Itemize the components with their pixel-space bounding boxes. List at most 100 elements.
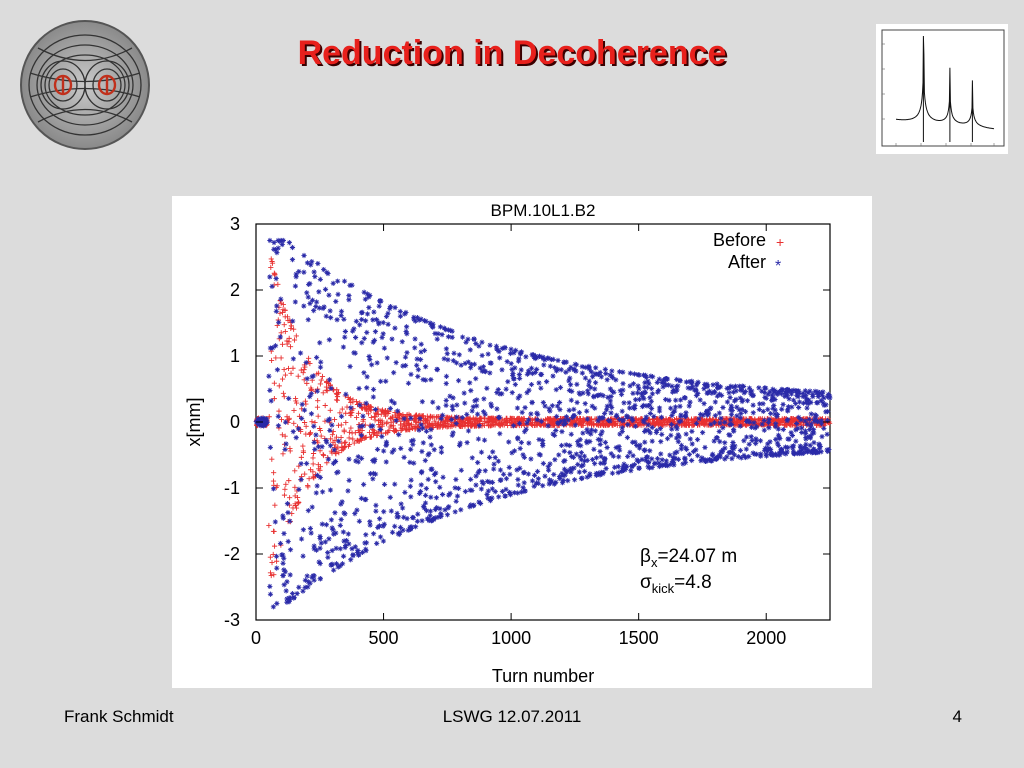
after-point bbox=[599, 429, 605, 435]
before-point bbox=[346, 429, 353, 435]
before-point bbox=[314, 404, 321, 410]
after-point bbox=[606, 417, 612, 423]
after-point bbox=[771, 389, 777, 395]
after-point bbox=[381, 345, 388, 351]
after-point bbox=[434, 366, 440, 372]
after-point bbox=[528, 411, 534, 417]
after-point bbox=[649, 464, 655, 471]
after-point bbox=[672, 404, 679, 410]
after-point bbox=[639, 394, 646, 400]
after-point bbox=[592, 371, 598, 377]
before-point bbox=[353, 414, 360, 421]
after-point bbox=[314, 483, 320, 489]
after-point bbox=[275, 423, 282, 429]
after-point bbox=[536, 436, 542, 443]
after-point bbox=[292, 299, 298, 305]
after-point bbox=[431, 447, 437, 453]
after-point bbox=[659, 457, 665, 463]
before-point bbox=[388, 415, 394, 421]
after-point bbox=[535, 411, 541, 417]
after-point bbox=[389, 529, 396, 535]
after-point bbox=[538, 371, 545, 378]
after-point bbox=[456, 442, 463, 448]
after-point bbox=[735, 454, 741, 460]
after-point bbox=[346, 297, 352, 303]
after-point bbox=[643, 427, 649, 433]
after-point bbox=[554, 366, 561, 372]
after-point bbox=[790, 449, 797, 455]
before-point bbox=[505, 422, 511, 429]
after-point bbox=[325, 554, 331, 560]
before-point bbox=[343, 410, 349, 416]
after-point bbox=[815, 393, 821, 400]
before-point bbox=[400, 411, 406, 418]
before-point bbox=[293, 398, 299, 404]
after-point bbox=[333, 561, 340, 567]
after-point bbox=[765, 406, 771, 412]
before-point bbox=[435, 424, 441, 430]
after-point bbox=[496, 494, 502, 500]
before-point bbox=[655, 420, 661, 426]
after-point bbox=[819, 434, 825, 440]
before-point bbox=[302, 398, 309, 404]
after-point bbox=[309, 259, 315, 265]
after-point bbox=[697, 411, 704, 417]
after-point bbox=[301, 303, 307, 309]
after-point bbox=[300, 588, 306, 594]
before-point bbox=[333, 434, 340, 440]
after-point bbox=[600, 469, 607, 476]
after-point bbox=[693, 388, 699, 394]
after-point bbox=[636, 386, 642, 392]
after-point bbox=[705, 457, 711, 463]
after-point bbox=[702, 458, 709, 465]
after-point bbox=[824, 431, 830, 437]
after-point bbox=[604, 403, 610, 409]
after-point bbox=[632, 439, 638, 445]
after-point bbox=[555, 357, 561, 364]
after-point bbox=[607, 402, 614, 408]
after-point bbox=[601, 410, 608, 417]
after-point bbox=[673, 423, 679, 429]
after-point bbox=[540, 437, 546, 444]
after-point bbox=[292, 283, 299, 289]
after-point bbox=[620, 381, 626, 387]
after-point bbox=[275, 245, 281, 251]
after-point bbox=[339, 499, 345, 505]
after-point bbox=[562, 417, 568, 423]
after-point bbox=[397, 530, 403, 536]
after-point bbox=[423, 428, 430, 434]
after-point bbox=[656, 408, 663, 414]
after-point bbox=[447, 327, 453, 333]
before-point bbox=[269, 559, 275, 566]
before-point bbox=[550, 422, 556, 428]
after-point bbox=[584, 457, 590, 463]
after-point bbox=[383, 378, 389, 384]
after-point bbox=[499, 367, 505, 373]
before-point bbox=[384, 419, 390, 425]
after-point bbox=[757, 401, 763, 407]
after-point bbox=[805, 390, 811, 396]
after-point bbox=[509, 366, 515, 372]
after-point bbox=[324, 269, 330, 275]
after-point bbox=[729, 449, 735, 455]
after-point bbox=[317, 560, 323, 567]
after-point bbox=[609, 388, 616, 395]
before-point bbox=[298, 428, 304, 435]
after-point bbox=[818, 397, 824, 404]
after-point bbox=[427, 320, 433, 326]
after-point bbox=[376, 321, 382, 327]
before-point bbox=[266, 414, 272, 420]
after-point bbox=[418, 422, 424, 428]
before-point bbox=[428, 414, 434, 420]
after-point bbox=[584, 438, 590, 444]
before-point bbox=[279, 341, 286, 347]
after-point bbox=[323, 437, 329, 444]
before-point bbox=[723, 416, 729, 422]
after-point bbox=[635, 371, 641, 378]
after-point bbox=[802, 392, 809, 399]
after-point bbox=[438, 513, 444, 520]
after-point bbox=[810, 391, 816, 398]
before-point bbox=[786, 421, 792, 427]
after-point bbox=[731, 384, 737, 390]
